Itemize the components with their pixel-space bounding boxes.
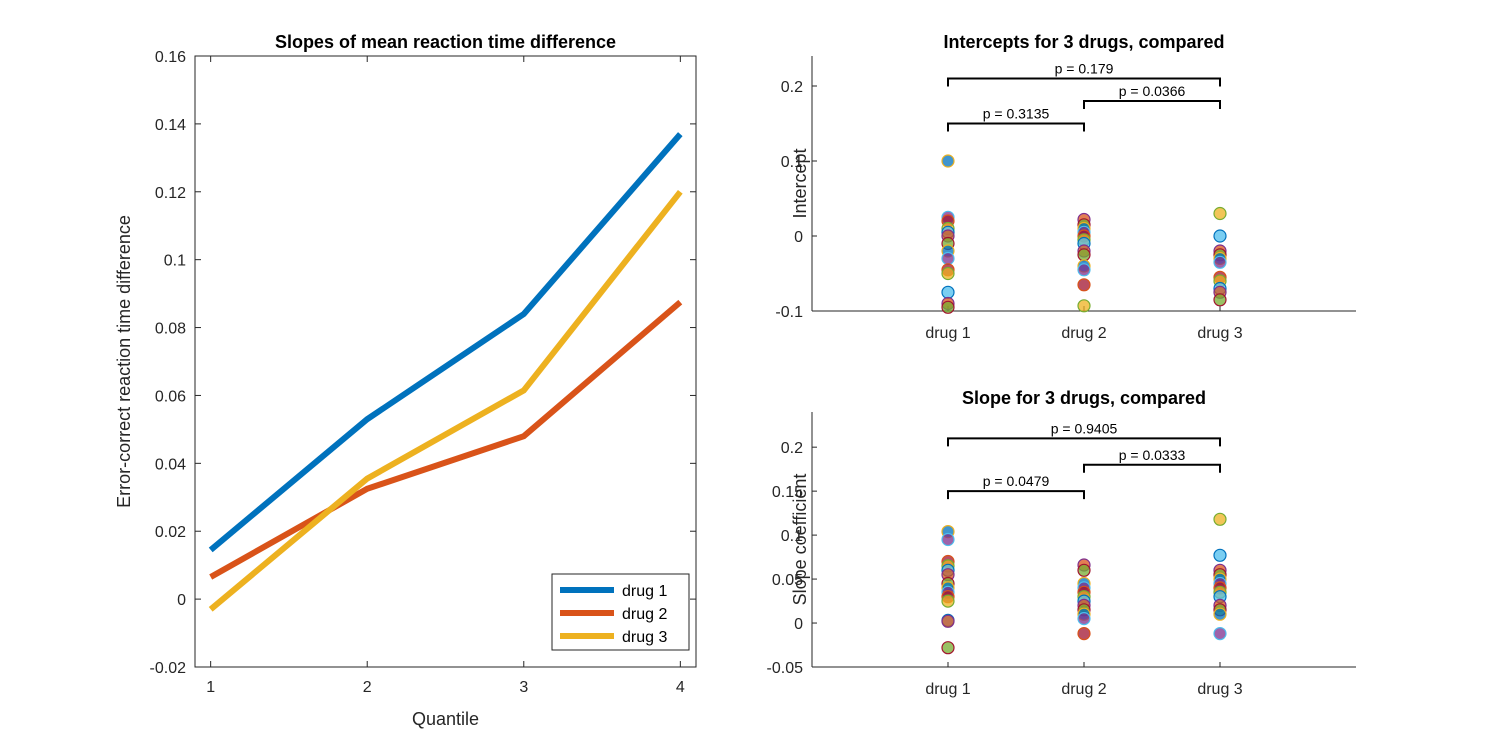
y-tick-label: 0.05 [772,572,803,589]
slope-scatter-chart: -0.05 0 0.05 0.1 0.15 0.2 drug 1 drug 2 drug 3 p … [767,388,1356,698]
x-tick-label: drug 3 [1197,325,1242,342]
significance-bracket [947,437,1221,447]
data-point [941,154,955,168]
x-tick-label: 1 [206,679,215,696]
data-point [941,614,955,628]
p-value-label: p = 0.9405 [1051,420,1118,436]
y-tick-label: 0.15 [772,484,803,501]
y-axis-label: Error-correct reaction time difference [114,215,134,508]
data-point [941,266,955,281]
data-point [1077,278,1091,292]
x-tick-label: drug 1 [925,325,970,342]
y-tick-label: 0 [794,616,803,633]
x-tick-label: 2 [363,679,372,696]
data-point [1077,248,1091,262]
chart-title: Slope for 3 drugs, compared [962,388,1206,408]
y-axis-label: Intercept [790,148,810,218]
significance-bracket [947,122,1085,132]
data-point [941,251,955,266]
data-point [941,300,955,314]
chart-title: Intercepts for 3 drugs, compared [943,32,1224,52]
data-point [1077,299,1091,313]
series-line-1 [208,132,683,553]
significance-bracket [947,77,1221,87]
data-point [1213,548,1227,562]
y-tick-label: -0.05 [767,660,804,677]
y-tick-label: -0.1 [775,304,803,321]
x-tick-label: 3 [519,679,528,696]
x-tick-label: drug 1 [925,681,970,698]
data-point [941,532,955,547]
y-tick-label: 0.12 [155,185,186,202]
x-tick-label: drug 2 [1061,681,1106,698]
p-value-label: p = 0.0366 [1119,83,1186,99]
y-tick-label: 0 [794,229,803,246]
x-tick-label: drug 2 [1061,325,1106,342]
y-tick-label: 0.16 [155,49,186,66]
y-tick-label: 0.08 [155,321,186,338]
y-tick-label: 0.1 [781,528,803,545]
data-point [1213,229,1227,243]
y-tick-label: 0 [177,592,186,609]
p-value-label: p = 0.0479 [983,473,1050,489]
data-point [1077,626,1091,641]
p-value-label: p = 0.3135 [983,106,1050,122]
y-axis-label: Slope coefficient [790,474,810,606]
legend-label: drug 2 [622,606,667,623]
data-point [1213,607,1227,621]
data-point [1213,293,1227,307]
data-point [1213,626,1227,641]
y-tick-label: 0.2 [781,440,803,457]
series-line-3 [208,189,683,612]
data-point [941,594,955,608]
y-tick-label: 0.04 [155,456,186,473]
reaction-time-line-chart: -0.02 0 0.02 0.04 0.06 0.08 0.1 0.12 0.14 0.16 1 2 3… [114,32,697,729]
data-point [1077,611,1091,626]
y-tick-label: 0.02 [155,524,186,541]
data-point [1213,206,1227,221]
x-tick-label: 4 [676,679,685,696]
y-tick-label: -0.02 [150,660,187,677]
chart-title: Slopes of mean reaction time difference [275,32,616,52]
legend-label: drug 3 [622,629,667,646]
y-tick-label: 0.1 [781,154,803,171]
data-point [1213,512,1227,526]
p-value-label: p = 0.0333 [1119,447,1186,463]
y-tick-label: 0.14 [155,117,186,134]
legend-label: drug 1 [622,583,667,600]
significance-bracket [1083,463,1221,473]
significance-bracket [947,490,1085,500]
y-tick-label: 0.06 [155,388,186,405]
x-tick-label: drug 3 [1197,681,1242,698]
p-value-label: p = 0.179 [1055,61,1114,77]
data-point [941,641,955,655]
data-point [1077,263,1091,277]
y-tick-label: 0.1 [164,253,186,270]
series-line-2 [209,299,683,580]
data-point [1077,563,1091,577]
significance-bracket [1083,100,1221,109]
intercepts-scatter-chart: -0.1 0 0.1 0.2 drug 1 drug 2 drug 3 p = 0.3135 p… [775,32,1356,342]
data-point [1213,255,1227,269]
data-point [941,285,955,299]
x-axis-label: Quantile [412,709,479,729]
y-tick-label: 0.2 [781,79,803,96]
